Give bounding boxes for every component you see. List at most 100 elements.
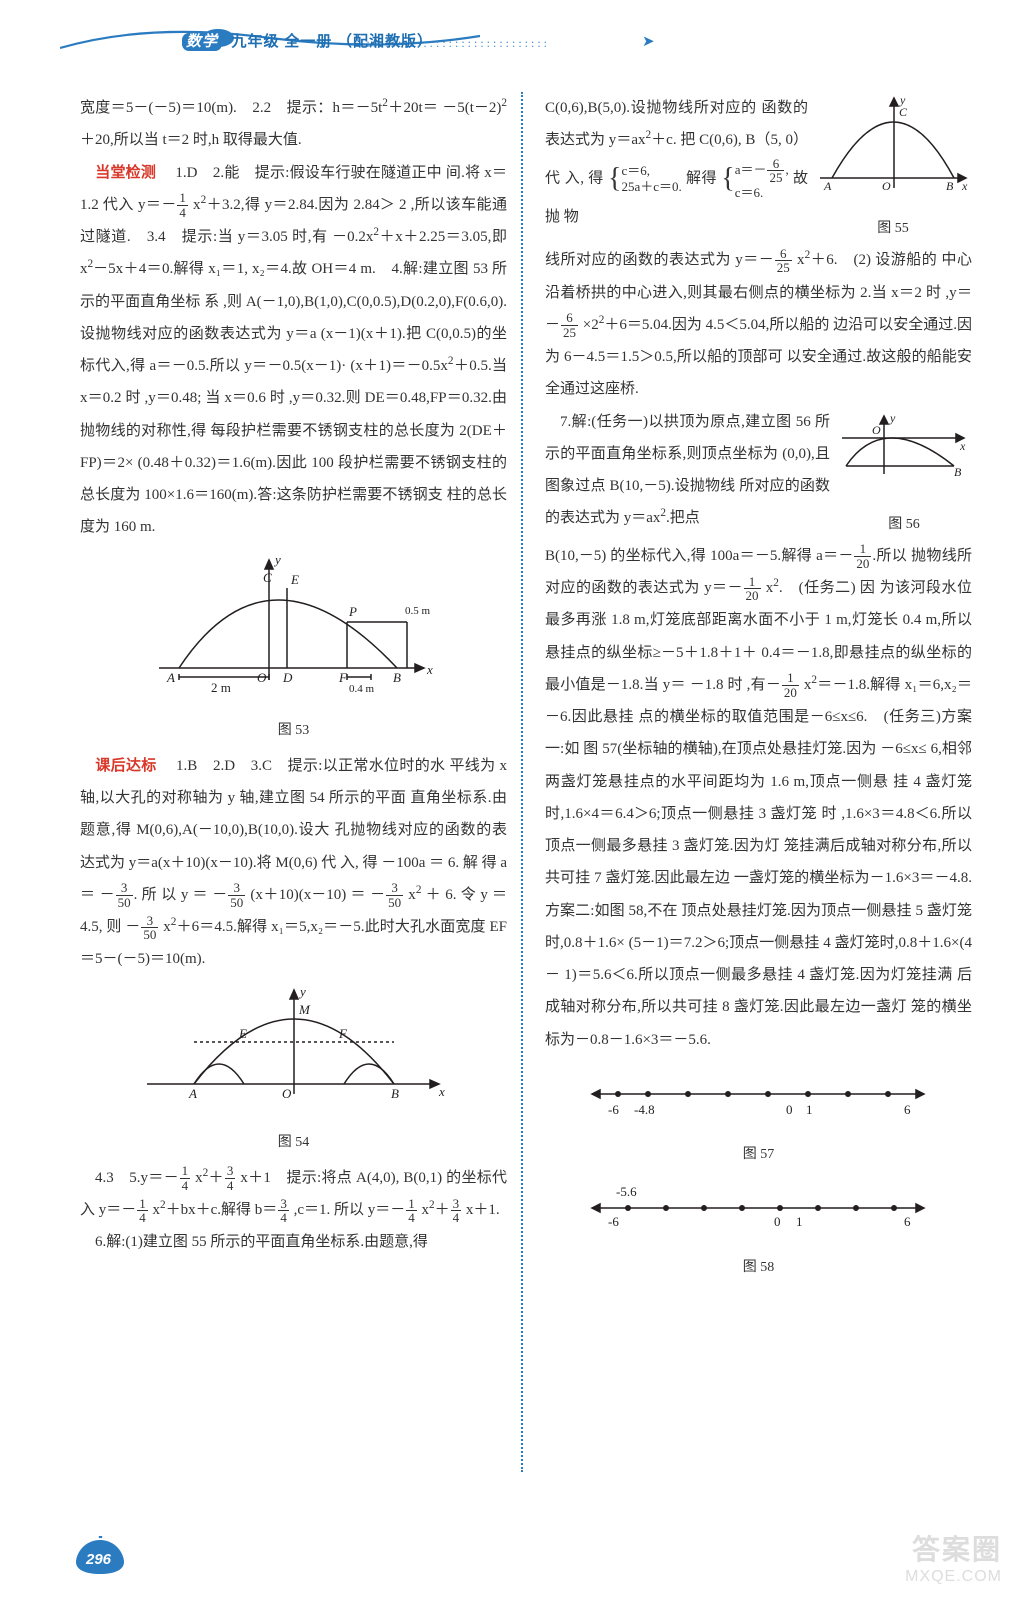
text: 解得 xyxy=(686,170,721,186)
figure-56-caption: 图 56 xyxy=(836,510,972,540)
text: (0.48＋0.32)＝1.6(m).因此 100 段护栏需要不锈钢支柱的 xyxy=(138,455,507,471)
figure-53: y x A B O D F C E P 2 m 0.4 m 0. xyxy=(80,552,507,746)
text: ＋3.2,得 y＝2.84.因为 2.84＞ xyxy=(206,197,395,213)
column-divider xyxy=(521,92,525,1472)
text: x xyxy=(189,197,201,213)
svg-text:-6: -6 xyxy=(608,1102,619,1117)
svg-text:-4.8: -4.8 xyxy=(634,1102,655,1117)
text: ＋6＝4.5.解得 x₁＝5,x₂＝－5.此时大孔水面宽度 xyxy=(176,919,485,935)
text: C(0,6),B(5,0).设抛物线所对应的 xyxy=(545,100,757,116)
text: ＋6. (2) 设游船的 xyxy=(810,252,937,268)
text: 系 ,则 A(－1,0),B(1,0),C(0,0.5),D(0.2,0),F(… xyxy=(204,294,507,310)
svg-text:O: O xyxy=(872,423,881,437)
text: x＋1. xyxy=(462,1202,500,1218)
svg-text:O: O xyxy=(282,1086,292,1101)
watermark-line2: MXQE.COM xyxy=(905,1568,1002,1586)
svg-text:6: 6 xyxy=(904,1102,911,1117)
svg-text:E: E xyxy=(290,572,299,587)
text: －1.8 时 ,有－ xyxy=(690,677,781,693)
text: x xyxy=(762,580,774,596)
figure-54: y x A B O E F M 图 54 xyxy=(80,984,507,1158)
text: ×2 xyxy=(579,317,599,333)
svg-text:-6: -6 xyxy=(608,1214,619,1229)
text: x＋1 提示:将点 A(4,0), xyxy=(236,1170,399,1186)
svg-text:E: E xyxy=(238,1026,247,1041)
text: x xyxy=(191,1170,203,1186)
svg-text:2 m: 2 m xyxy=(211,680,231,695)
text: B(10,－5) 的坐标代入,得 100a＝－5.解得 a＝－ xyxy=(545,548,853,564)
svg-text:x: x xyxy=(959,439,966,453)
text: 6.解:(1)建立图 55 所示的平面直角坐标系.由题意,得 xyxy=(95,1234,428,1250)
text: (x＋10)(x－10) ＝ － xyxy=(246,887,385,903)
text: 7.解:(任务一)以拱顶为原点,建立图 xyxy=(560,414,792,430)
svg-text:M: M xyxy=(298,1002,311,1017)
left-column: 宽度＝5－(－5)＝10(m). 2.2 提示：h＝－5t2＋20t＝ －5(t… xyxy=(80,92,519,1472)
svg-text:D: D xyxy=(282,670,293,685)
svg-text:6: 6 xyxy=(904,1214,911,1229)
text: 图 57(坐标轴的横轴),在顶点处悬挂灯笼.因为 －6≤x≤ xyxy=(583,741,926,757)
text: .所以 xyxy=(872,548,907,564)
figure-57-caption: 图 57 xyxy=(545,1140,972,1170)
figure-53-caption: 图 53 xyxy=(80,716,507,746)
figure-57: -6 -4.8 0 1 6 图 57 xyxy=(545,1074,972,1170)
section-heading: 当堂检测 xyxy=(95,165,156,181)
text: x xyxy=(159,919,170,935)
svg-text:-5.6: -5.6 xyxy=(616,1184,637,1199)
svg-text:0.4 m: 0.4 m xyxy=(349,683,375,695)
text: 线所对应的函数的表达式为 y＝－ xyxy=(545,252,774,268)
text: 1.B 2.D 3.C 提示:以正常水位时的水 xyxy=(161,758,446,774)
figure-55: y x A B C O 图 55 xyxy=(814,92,972,244)
svg-text:P: P xyxy=(348,604,357,619)
text: . 所 以 y ＝ xyxy=(134,887,208,903)
svg-text:F: F xyxy=(338,670,348,685)
svg-text:C: C xyxy=(899,105,908,119)
svg-text:A: A xyxy=(823,179,832,193)
figure-56: y x O B 图 56 xyxy=(836,410,972,540)
text: 1.D 2.能 提示:假设车行驶在隧道正中 xyxy=(160,165,442,181)
text: － xyxy=(212,887,227,903)
content: 宽度＝5－(－5)＝10(m). 2.2 提示：h＝－5t2＋20t＝ －5(t… xyxy=(0,72,1020,1472)
text: －5(t－2) xyxy=(442,100,501,116)
svg-text:A: A xyxy=(188,1086,197,1101)
svg-text:y: y xyxy=(273,552,281,567)
svg-text:1: 1 xyxy=(796,1214,803,1229)
text: ＋20,所以当 t＝2 时,h 取得最大值. xyxy=(80,132,302,148)
text: ＋ xyxy=(435,1202,450,1218)
right-column: y x A B C O 图 55 C(0,6),B(5,0).设抛物线所对应的 … xyxy=(527,92,972,1472)
text: －5x＋4＝0.解得 x₁＝1, xyxy=(93,261,248,277)
figure-55-caption: 图 55 xyxy=(814,214,972,244)
svg-text:0.5 m: 0.5 m xyxy=(405,605,431,617)
text: ＋20t＝ xyxy=(388,100,438,116)
text: － xyxy=(125,919,140,935)
svg-text:x: x xyxy=(426,662,433,677)
text: x xyxy=(800,677,811,693)
text: 总长度为 100×1.6＝160(m).答:这条防护栏需要不锈钢支 xyxy=(80,487,443,503)
page-header: 数学 九年级 全一册 （配湘教版） ::::::::::::::::::::::… xyxy=(0,0,1020,72)
svg-text:F: F xyxy=(338,1026,348,1041)
text: 宽度＝5－(－5)＝10(m). 2.2 提示：h＝－5t xyxy=(80,100,382,116)
svg-text:O: O xyxy=(257,670,267,685)
svg-text:y: y xyxy=(298,984,306,999)
text: . (任务二) 因 xyxy=(779,580,875,596)
text: 设抛物线对应的函数表达式为 y＝a (x－1)(x＋1).把 xyxy=(80,326,422,342)
svg-text:A: A xyxy=(166,670,175,685)
text: .把点 xyxy=(666,510,700,526)
text: ,c＝1. xyxy=(290,1202,330,1218)
text: ＋bx＋c.解得 b＝ xyxy=(166,1202,278,1218)
watermark-line1: 答案圈 xyxy=(905,1528,1002,1568)
page-number: 296 xyxy=(86,1551,111,1568)
svg-text:B: B xyxy=(954,465,962,479)
svg-text:x: x xyxy=(438,1084,445,1099)
svg-text:1: 1 xyxy=(806,1102,813,1117)
text: x xyxy=(404,887,416,903)
header-dots: :::::::::::::::::::::::::::::: xyxy=(360,36,550,51)
svg-text:C: C xyxy=(263,570,272,585)
svg-text:O: O xyxy=(882,179,891,193)
svg-text:0: 0 xyxy=(774,1214,781,1229)
text: 4.3 5.y＝－ xyxy=(95,1170,179,1186)
text: 1)＝5.6＜6.所以顶点一侧最多悬挂 4 盏灯笼.因为灯笼挂满 xyxy=(564,967,953,983)
text: (x＋1)＝－0.5x xyxy=(350,358,448,374)
figure-58-caption: 图 58 xyxy=(545,1253,972,1283)
svg-text:y: y xyxy=(889,411,896,425)
text: x xyxy=(149,1202,160,1218)
